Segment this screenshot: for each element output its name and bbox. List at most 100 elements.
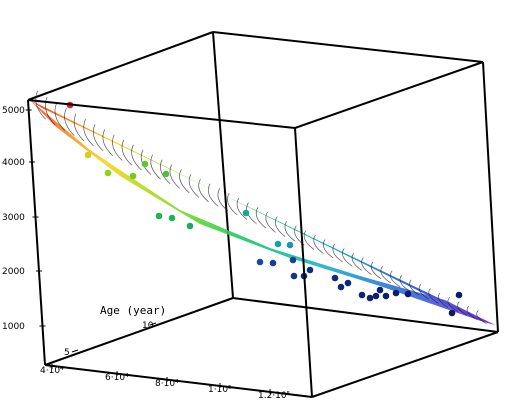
contour-line	[342, 248, 353, 267]
contour-line	[332, 243, 343, 263]
x-axis-ticks: 4·10⁴ 6·10⁴ 8·10⁴ 1·10⁵ 1.2·10⁵	[40, 364, 291, 401]
data-point	[455, 291, 463, 299]
data-point	[155, 212, 163, 220]
contour-line	[112, 134, 123, 161]
data-point	[392, 289, 400, 297]
contour-line	[370, 261, 382, 280]
contour-line	[303, 230, 315, 250]
contour-line	[265, 211, 276, 233]
contour-line	[207, 183, 219, 207]
contour-line	[188, 174, 200, 198]
contour-line	[322, 239, 334, 259]
data-point	[404, 290, 412, 298]
contour-line	[351, 252, 363, 271]
box-edge	[482, 61, 499, 333]
fitted-surface	[30, 90, 495, 325]
box-edge	[27, 99, 46, 366]
y-tick-mark	[149, 322, 157, 326]
z-tick-label: 5000	[2, 106, 25, 116]
contour-line	[399, 275, 410, 292]
data-points	[66, 101, 463, 317]
contour-line	[284, 220, 295, 242]
x-tick-label: 1.2·10⁵	[258, 391, 291, 401]
data-point	[274, 240, 282, 248]
x-tick-label: 8·10⁴	[155, 379, 179, 389]
data-point	[372, 292, 380, 300]
data-point	[84, 151, 92, 159]
data-point	[129, 172, 137, 180]
box-edge	[27, 99, 296, 129]
x-tick-label: 1·10⁵	[208, 385, 232, 395]
z-tick-label: 3000	[2, 213, 25, 223]
y-axis-label: Age (year)	[100, 304, 166, 317]
contour-line	[92, 124, 104, 152]
contour-line	[275, 216, 286, 237]
data-point	[289, 256, 297, 264]
data-point	[286, 241, 294, 249]
box-edge	[27, 31, 214, 101]
contour-line	[457, 301, 468, 316]
surface-patch	[30, 100, 495, 325]
surface-contour-lines	[35, 90, 487, 324]
bounding-box-back	[27, 31, 499, 366]
contour-line	[255, 207, 267, 229]
contour-line	[236, 197, 248, 220]
contour-line	[409, 279, 420, 296]
contour-line	[45, 96, 56, 126]
contour-line	[73, 113, 85, 142]
contour-line	[380, 266, 391, 284]
z-axis-ticks: 1000 2000 3000 4000 5000	[2, 106, 46, 332]
data-point	[290, 272, 298, 280]
contour-line	[198, 178, 209, 203]
contour-line	[390, 270, 401, 288]
data-point	[104, 169, 112, 177]
contour-line	[121, 139, 133, 166]
contour-line	[150, 154, 161, 180]
contour-line	[35, 90, 46, 120]
x-tick-label: 4·10⁴	[40, 366, 64, 376]
data-point	[344, 279, 352, 287]
y-axis-ticks: 5 10	[64, 321, 157, 358]
box-edge	[212, 31, 234, 299]
contour-line	[476, 310, 487, 324]
data-point	[306, 266, 314, 274]
contour-line	[428, 288, 439, 304]
box-edge	[294, 61, 484, 129]
data-point	[162, 170, 170, 178]
data-point	[256, 258, 264, 266]
y-tick-label: 10	[142, 321, 154, 331]
data-point	[168, 214, 176, 222]
contour-line	[313, 234, 324, 254]
y-tick-mark	[71, 349, 79, 353]
contour-line	[179, 169, 190, 194]
data-point	[186, 222, 194, 230]
contour-line	[418, 283, 430, 300]
box-edge	[44, 297, 234, 366]
contour-line	[83, 118, 94, 147]
y-tick-label: 5	[64, 348, 70, 358]
z-tick-label: 4000	[2, 158, 25, 168]
data-point	[337, 283, 345, 291]
contour-line	[102, 129, 113, 156]
z-tick-label: 1000	[2, 322, 25, 332]
box-edge	[311, 331, 499, 398]
contour-line	[64, 108, 75, 136]
data-point	[382, 292, 390, 300]
box-edge	[212, 31, 484, 63]
contour-line	[131, 144, 142, 171]
data-point	[331, 274, 339, 282]
contour-line	[140, 149, 152, 175]
bounding-box-front	[27, 61, 499, 398]
box-edge	[294, 127, 313, 398]
contour-line	[466, 305, 478, 320]
contour-line	[160, 159, 171, 185]
data-point	[366, 294, 374, 302]
data-point	[448, 309, 456, 317]
data-point	[242, 209, 250, 217]
contour-line	[169, 164, 180, 189]
box-edge	[44, 364, 313, 398]
contour-line	[361, 257, 372, 275]
contour-line	[54, 102, 65, 131]
